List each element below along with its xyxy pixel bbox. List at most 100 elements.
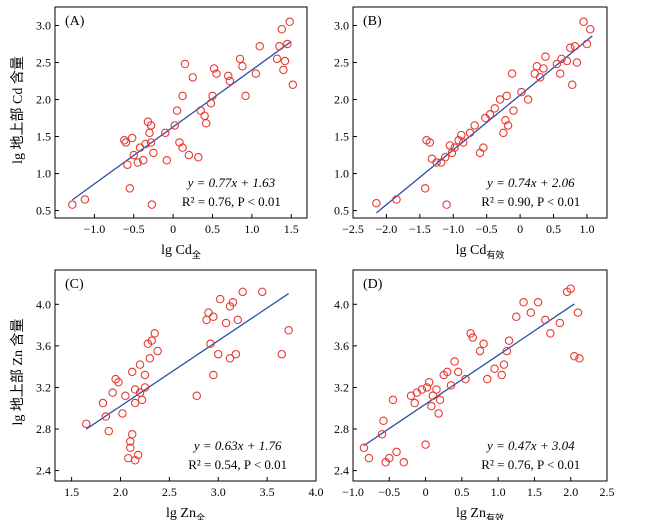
data-point [499, 360, 509, 369]
data-point [526, 308, 536, 317]
y-tick-label: 3.0 [334, 19, 349, 33]
data-point [135, 360, 145, 369]
data-point [475, 346, 485, 356]
data-point [582, 39, 592, 49]
x-tick-label: 2.0 [113, 485, 128, 499]
x-tick-label: 0 [517, 222, 523, 236]
data-point [565, 43, 575, 52]
data-point [372, 198, 381, 208]
x-axis-label: lg Zn全 [166, 506, 205, 520]
data-point [442, 200, 451, 209]
x-tick-label: 1.5 [64, 485, 79, 499]
data-point [208, 91, 217, 101]
data-point [483, 374, 492, 384]
chart-panel-2: −2.5 −2.0 −1.5 −1.0 −0.5 0 0.5 1.0 0.5 1.0 1.5 2.0 2… [334, 6, 608, 260]
data-point [555, 318, 565, 328]
data-point [535, 73, 545, 82]
y-tick-label: 2.0 [36, 93, 51, 107]
data-point [82, 419, 91, 429]
x-tick-label: 1.0 [579, 222, 594, 236]
y-tick-label: 2.5 [36, 56, 51, 70]
data-point [283, 39, 292, 49]
data-point [209, 312, 218, 322]
data-point [285, 17, 294, 27]
plot-frame [54, 6, 308, 219]
regression-stats: R² = 0.90, P < 0.01 [481, 194, 580, 209]
data-point [141, 139, 150, 149]
data-point [172, 106, 182, 115]
data-point [523, 95, 533, 104]
data-point [272, 54, 282, 64]
data-point [512, 312, 521, 322]
data-point [206, 339, 215, 349]
data-point [238, 61, 247, 71]
data-point [420, 184, 430, 193]
x-tick-label: −2.5 [342, 222, 364, 236]
data-point [573, 308, 583, 317]
x-tick-label: −1.0 [342, 485, 364, 499]
data-point [233, 315, 243, 325]
chart-panel-1: −1.0 −0.5 0 0.5 1.0 1.5 0.5 1.0 1.5 2.0 2.5 3.0 (A) y… [36, 6, 308, 260]
data-point [504, 336, 514, 345]
data-point [485, 110, 495, 119]
y-tick-label: 0.5 [334, 204, 349, 218]
data-point [519, 297, 528, 307]
x-axis-label: lg Cd全 [161, 243, 201, 260]
panel-label: (C) [65, 277, 84, 292]
data-point [410, 398, 419, 408]
data-point [225, 354, 235, 363]
data-point [120, 136, 129, 145]
data-point [188, 73, 198, 82]
data-point [517, 87, 526, 97]
data-point [118, 409, 127, 418]
data-point [359, 443, 369, 452]
data-point [466, 329, 475, 338]
data-point [502, 346, 512, 356]
data-point [507, 69, 517, 78]
data-point [111, 374, 120, 384]
data-point [501, 116, 510, 125]
data-point [125, 184, 135, 193]
data-point [379, 416, 388, 425]
data-point [443, 367, 452, 377]
data-point [146, 121, 156, 130]
data-point [140, 370, 150, 380]
data-point [570, 352, 579, 361]
data-point [238, 287, 247, 297]
data-point [150, 329, 159, 338]
panel-label: (D) [363, 277, 383, 292]
data-point [146, 138, 156, 147]
data-point [495, 95, 505, 104]
data-point [147, 336, 157, 345]
data-point [465, 128, 475, 138]
data-point [127, 367, 137, 377]
data-point [212, 69, 221, 78]
data-point [490, 364, 499, 373]
data-point [104, 426, 114, 436]
data-point [98, 398, 108, 408]
y-tick-label: 2.8 [334, 422, 349, 436]
y-tick-label: 1.0 [36, 167, 51, 181]
data-point [392, 447, 401, 457]
chart-panels: −1.0 −0.5 0 0.5 1.0 1.5 0.5 1.0 1.5 2.0 2.5 3.0 (A) y… [36, 6, 615, 520]
y-tick-label: 3.6 [36, 339, 51, 353]
fit-line [363, 303, 575, 447]
data-point [427, 401, 436, 411]
data-point [137, 395, 147, 405]
y-tick-label: 4.0 [334, 297, 349, 311]
x-tick-label: −1.0 [83, 222, 105, 236]
data-point [546, 329, 555, 338]
y-tick-label: 2.4 [36, 464, 51, 478]
data-point [147, 200, 157, 209]
data-point [557, 54, 566, 64]
data-point [80, 195, 90, 204]
data-point [257, 287, 267, 297]
data-point [145, 354, 155, 363]
data-point [428, 391, 438, 401]
data-point [399, 458, 409, 467]
data-point [121, 391, 130, 401]
y-tick-label: 4.0 [36, 297, 51, 311]
y-axis-label-top: lg 地上部 Cd 含量 [10, 56, 26, 164]
y-tick-label: 3.6 [334, 339, 349, 353]
